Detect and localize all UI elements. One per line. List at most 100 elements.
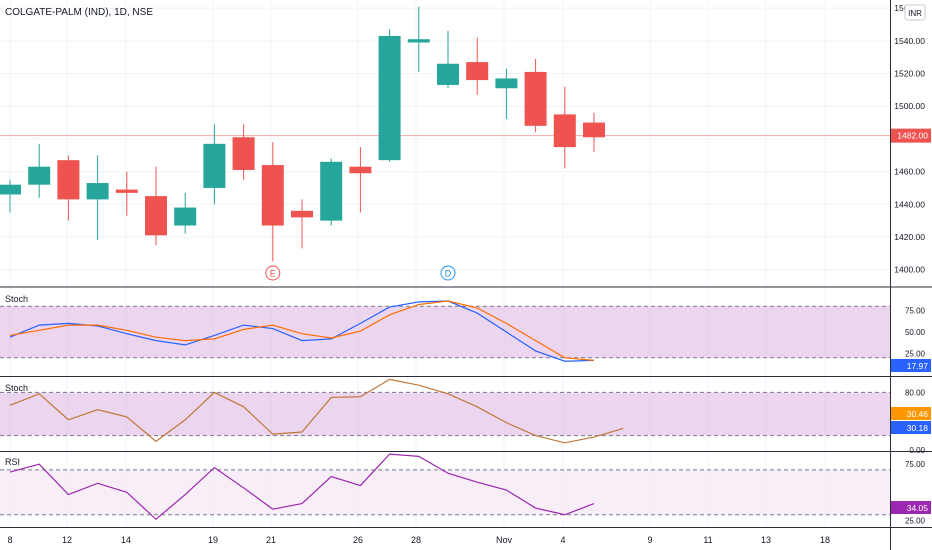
candle-body: [57, 160, 80, 200]
last-price-tag: [891, 128, 931, 143]
value-tag: [891, 359, 931, 372]
event-marker-label: D: [445, 269, 452, 279]
candle-body: [86, 183, 109, 200]
candle: [349, 147, 372, 213]
x-tick-label: 9: [647, 535, 652, 545]
candle: [320, 158, 343, 226]
y-tick-label: 1400.00: [894, 265, 925, 275]
candle: [261, 142, 284, 262]
candle: [466, 37, 489, 95]
y-tick-label: 1500.00: [894, 101, 925, 111]
price-axis[interactable]: 1400.001420.001440.001460.001480.001500.…: [891, 3, 931, 525]
series-line: [9, 453, 595, 521]
candle: [86, 155, 109, 241]
x-tick-label: 21: [266, 535, 276, 545]
rsi-pane[interactable]: [0, 453, 890, 521]
candle: [437, 31, 459, 89]
candle-body: [232, 137, 255, 170]
value-tag: [891, 407, 931, 420]
candle: [57, 155, 80, 221]
value-tag-label: 17.97: [907, 361, 929, 371]
x-tick-label: 14: [121, 535, 131, 545]
symbol-title: COLGATE-PALM (IND), 1D, NSE: [5, 7, 153, 18]
candle: [407, 6, 430, 72]
y-tick-label: 1440.00: [894, 199, 925, 209]
stoch-1-title: Stoch: [5, 294, 28, 304]
candle: [145, 166, 167, 246]
candle: [174, 192, 197, 234]
series-line: [9, 378, 624, 444]
value-tag-label: 34.05: [907, 503, 929, 513]
rsi-title: RSI: [5, 457, 20, 467]
event-marker: D: [440, 265, 456, 281]
candle: [28, 143, 51, 198]
event-marker: E: [265, 265, 281, 281]
y-tick-label: 75.00: [905, 307, 926, 316]
series-line: [9, 300, 595, 361]
last-price-label: 1482.00: [897, 131, 928, 141]
x-tick-label: Nov: [496, 535, 513, 545]
value-tag: [891, 501, 931, 514]
candle-body: [28, 166, 51, 185]
candle: [232, 124, 255, 180]
candle-body: [553, 114, 576, 148]
currency-badge[interactable]: INR: [904, 4, 926, 21]
x-tick-label: 28: [411, 535, 421, 545]
currency-label: INR: [908, 9, 922, 18]
band-fill: [0, 306, 890, 358]
candle-body: [145, 196, 167, 236]
candle-body: [291, 210, 313, 218]
candle-body: [524, 71, 547, 126]
y-tick-label: 0.00: [909, 446, 925, 455]
x-tick-label: 13: [761, 535, 771, 545]
time-axis[interactable]: 8 12 14 19 21 26 28 Nov 4 9 11 13 18: [7, 535, 830, 545]
value-tag-label: 30.18: [907, 423, 929, 433]
band-fill: [0, 392, 890, 436]
stoch-pane-1[interactable]: [0, 300, 890, 362]
y-tick-label: 25.00: [905, 350, 926, 359]
event-marker-circle: [440, 265, 456, 281]
candle: [203, 124, 226, 205]
y-tick-label: 25.00: [905, 516, 926, 525]
candle-body: [407, 39, 430, 43]
x-tick-label: 8: [7, 535, 12, 545]
stoch-pane-2[interactable]: [0, 378, 890, 444]
y-tick-label: 1460.00: [894, 167, 925, 177]
candle: [553, 86, 576, 169]
x-tick-label: 18: [820, 535, 830, 545]
y-tick-label: 75.00: [905, 460, 926, 469]
candle-body: [495, 78, 518, 89]
event-marker-label: E: [270, 269, 276, 279]
event-marker-circle: [265, 265, 281, 281]
y-tick-label: 80.00: [905, 388, 926, 397]
series-line: [9, 300, 595, 362]
candle: [524, 58, 547, 133]
candle-body: [437, 63, 459, 85]
y-tick-label: 50.00: [905, 328, 926, 337]
candle-body: [174, 207, 197, 226]
candle-body: [583, 122, 605, 138]
y-tick-label: 1520.00: [894, 69, 925, 79]
candle-body: [320, 161, 343, 221]
x-tick-label: 19: [208, 535, 218, 545]
x-tick-label: 26: [353, 535, 363, 545]
candle: [291, 199, 313, 249]
candle: [0, 179, 21, 213]
candle-body: [203, 143, 226, 188]
candle-body: [378, 35, 401, 161]
value-tag-label: 30.46: [907, 409, 929, 419]
candle: [495, 68, 518, 120]
candle-body: [115, 189, 138, 193]
x-tick-label: 4: [560, 535, 565, 545]
stoch-2-title: Stoch: [5, 383, 28, 393]
candle-body: [0, 184, 21, 195]
x-tick-label: 11: [703, 535, 712, 545]
y-tick-label: 1420.00: [894, 232, 925, 242]
band-fill: [0, 469, 890, 515]
candle: [378, 29, 401, 162]
candle: [583, 112, 605, 152]
candle-body: [349, 166, 372, 174]
